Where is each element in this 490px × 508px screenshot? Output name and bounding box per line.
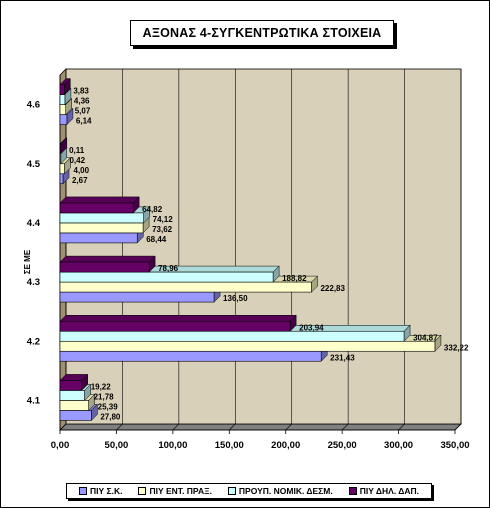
data-label-2-0: 136,50 [223,294,248,303]
data-label-3-3: 64,82 [142,205,163,214]
data-label-1-1: 332,22 [444,343,469,352]
bar-1-0 [59,350,322,362]
data-label-0-2: 21,78 [94,392,115,401]
gridline-floor-7 [454,423,462,431]
gridline-floor-1 [116,423,123,431]
legend-label-4: ΠΙΥ ΔΗΛ. ΔΑΠ. [359,486,419,496]
bar-2-1 [59,281,312,293]
gridline-floor-4 [285,423,292,431]
bar-5-3 [59,84,65,95]
legend-label-1: ΠΙΥ Σ.Κ. [89,486,123,496]
y-tick-label-1: 4.2 [27,336,40,347]
legend-swatch-2 [138,487,147,495]
data-label-1-3: 203,94 [299,323,324,332]
bar-0-1 [59,400,89,411]
data-label-4-3: 0,11 [69,146,85,155]
y-tick-label-2: 4.3 [27,277,40,288]
data-label-5-1: 5,07 [75,107,91,116]
data-label-4-1: 4,00 [74,166,90,175]
bar-4-0 [59,173,64,185]
data-label-5-3: 3,83 [73,87,89,96]
legend-label-2: ΠΙΥ ΕΝΤ. ΠΡΑΞ. [149,486,212,496]
bar-0-3 [59,380,82,391]
x-tick-label-7: 350,00 [440,440,469,451]
bar-top-3-3 [59,196,140,204]
legend: ΠΙΥ Σ.Κ. ΠΙΥ ΕΝΤ. ΠΡΑΞ. ΠΡΟΥΠ. ΝΟΜΙΚ. ΔΕ… [66,483,432,499]
bar-3-1 [59,222,144,234]
x-tick-label-1: 50,00 [105,440,129,451]
data-label-0-0: 27,80 [100,412,121,421]
gridline-floor-6 [398,423,405,431]
legend-item-4: ΠΙΥ ΔΗΛ. ΔΑΠ. [348,486,419,496]
data-label-4-0: 2,67 [72,176,88,185]
x-tick-label-3: 150,00 [215,440,244,451]
legend-item-1: ΠΙΥ Σ.Κ. [78,486,123,496]
data-label-3-2: 74,12 [153,215,174,224]
x-tick-label-4: 200,00 [271,440,300,451]
legend-item-3: ΠΡΟΥΠ. ΝΟΜΙΚ. ΔΕΣΜ. [227,486,333,496]
chart-title: ΑΞΟΝΑΣ 4-ΣΥΓΚΕΝΤΡΩΤΙΚΑ ΣΤΟΙΧΕΙΑ [130,20,394,46]
data-label-2-2: 188,82 [282,274,307,283]
bar-2-3 [59,261,150,273]
gridline-floor-0 [59,423,67,431]
data-label-1-0: 231,43 [330,353,355,362]
plot-floor [59,423,462,431]
bar-3-2 [59,212,144,224]
x-tick-label-0: 0,00 [51,440,70,451]
y-tick-label-0: 4.1 [27,395,41,406]
legend-swatch-1 [78,487,87,495]
bar-2-0 [59,291,215,303]
x-tick-label-5: 250,00 [328,440,357,451]
data-label-2-1: 222,83 [320,284,345,293]
x-tick-label-6: 300,00 [384,440,413,451]
plot-back-wall [65,68,462,425]
data-label-2-3: 78,96 [158,264,179,273]
bar-5-1 [59,104,67,115]
data-label-4-2: 0,42 [69,156,85,165]
bar-4-1 [59,163,65,175]
y-tick-label-3: 4.4 [27,218,41,229]
data-label-5-2: 4,36 [74,97,90,106]
bar-1-1 [59,340,436,352]
bar-3-0 [59,232,138,244]
gridline-floor-5 [341,423,349,431]
bar-0-2 [59,390,85,401]
data-label-3-0: 68,44 [146,235,167,244]
y-tick-label-4: 4.5 [27,159,41,170]
bar-0-0 [59,410,92,421]
legend-swatch-4 [348,487,357,495]
legend-item-2: ΠΙΥ ΕΝΤ. ΠΡΑΞ. [138,486,212,496]
bar-1-2 [59,330,405,342]
bar-top-1-3 [59,315,297,322]
legend-label-3: ΠΡΟΥΠ. ΝΟΜΙΚ. ΔΕΣΜ. [238,486,333,496]
bar-top-2-3 [59,255,156,263]
data-label-3-1: 73,62 [152,225,173,234]
y-axis-label: ΣΕ ΜΕ [23,249,32,274]
y-tick-label-5: 4.6 [27,100,40,111]
bar-2-2 [59,271,274,283]
bar-4-3 [59,143,62,155]
data-label-1-2: 304,87 [413,333,438,342]
gridline-floor-2 [172,423,180,431]
bar-5-0 [59,114,68,125]
data-label-0-3: 19,22 [91,382,112,391]
gridline-floor-3 [229,423,236,431]
bar-1-3 [59,320,291,332]
bar-3-3 [59,202,134,214]
data-label-5-0: 6,14 [76,117,92,126]
bar-4-2 [59,153,62,165]
legend-swatch-3 [227,487,236,495]
bar-5-2 [59,94,66,105]
data-label-0-1: 25,39 [98,402,119,411]
x-tick-label-2: 100,00 [158,440,187,451]
